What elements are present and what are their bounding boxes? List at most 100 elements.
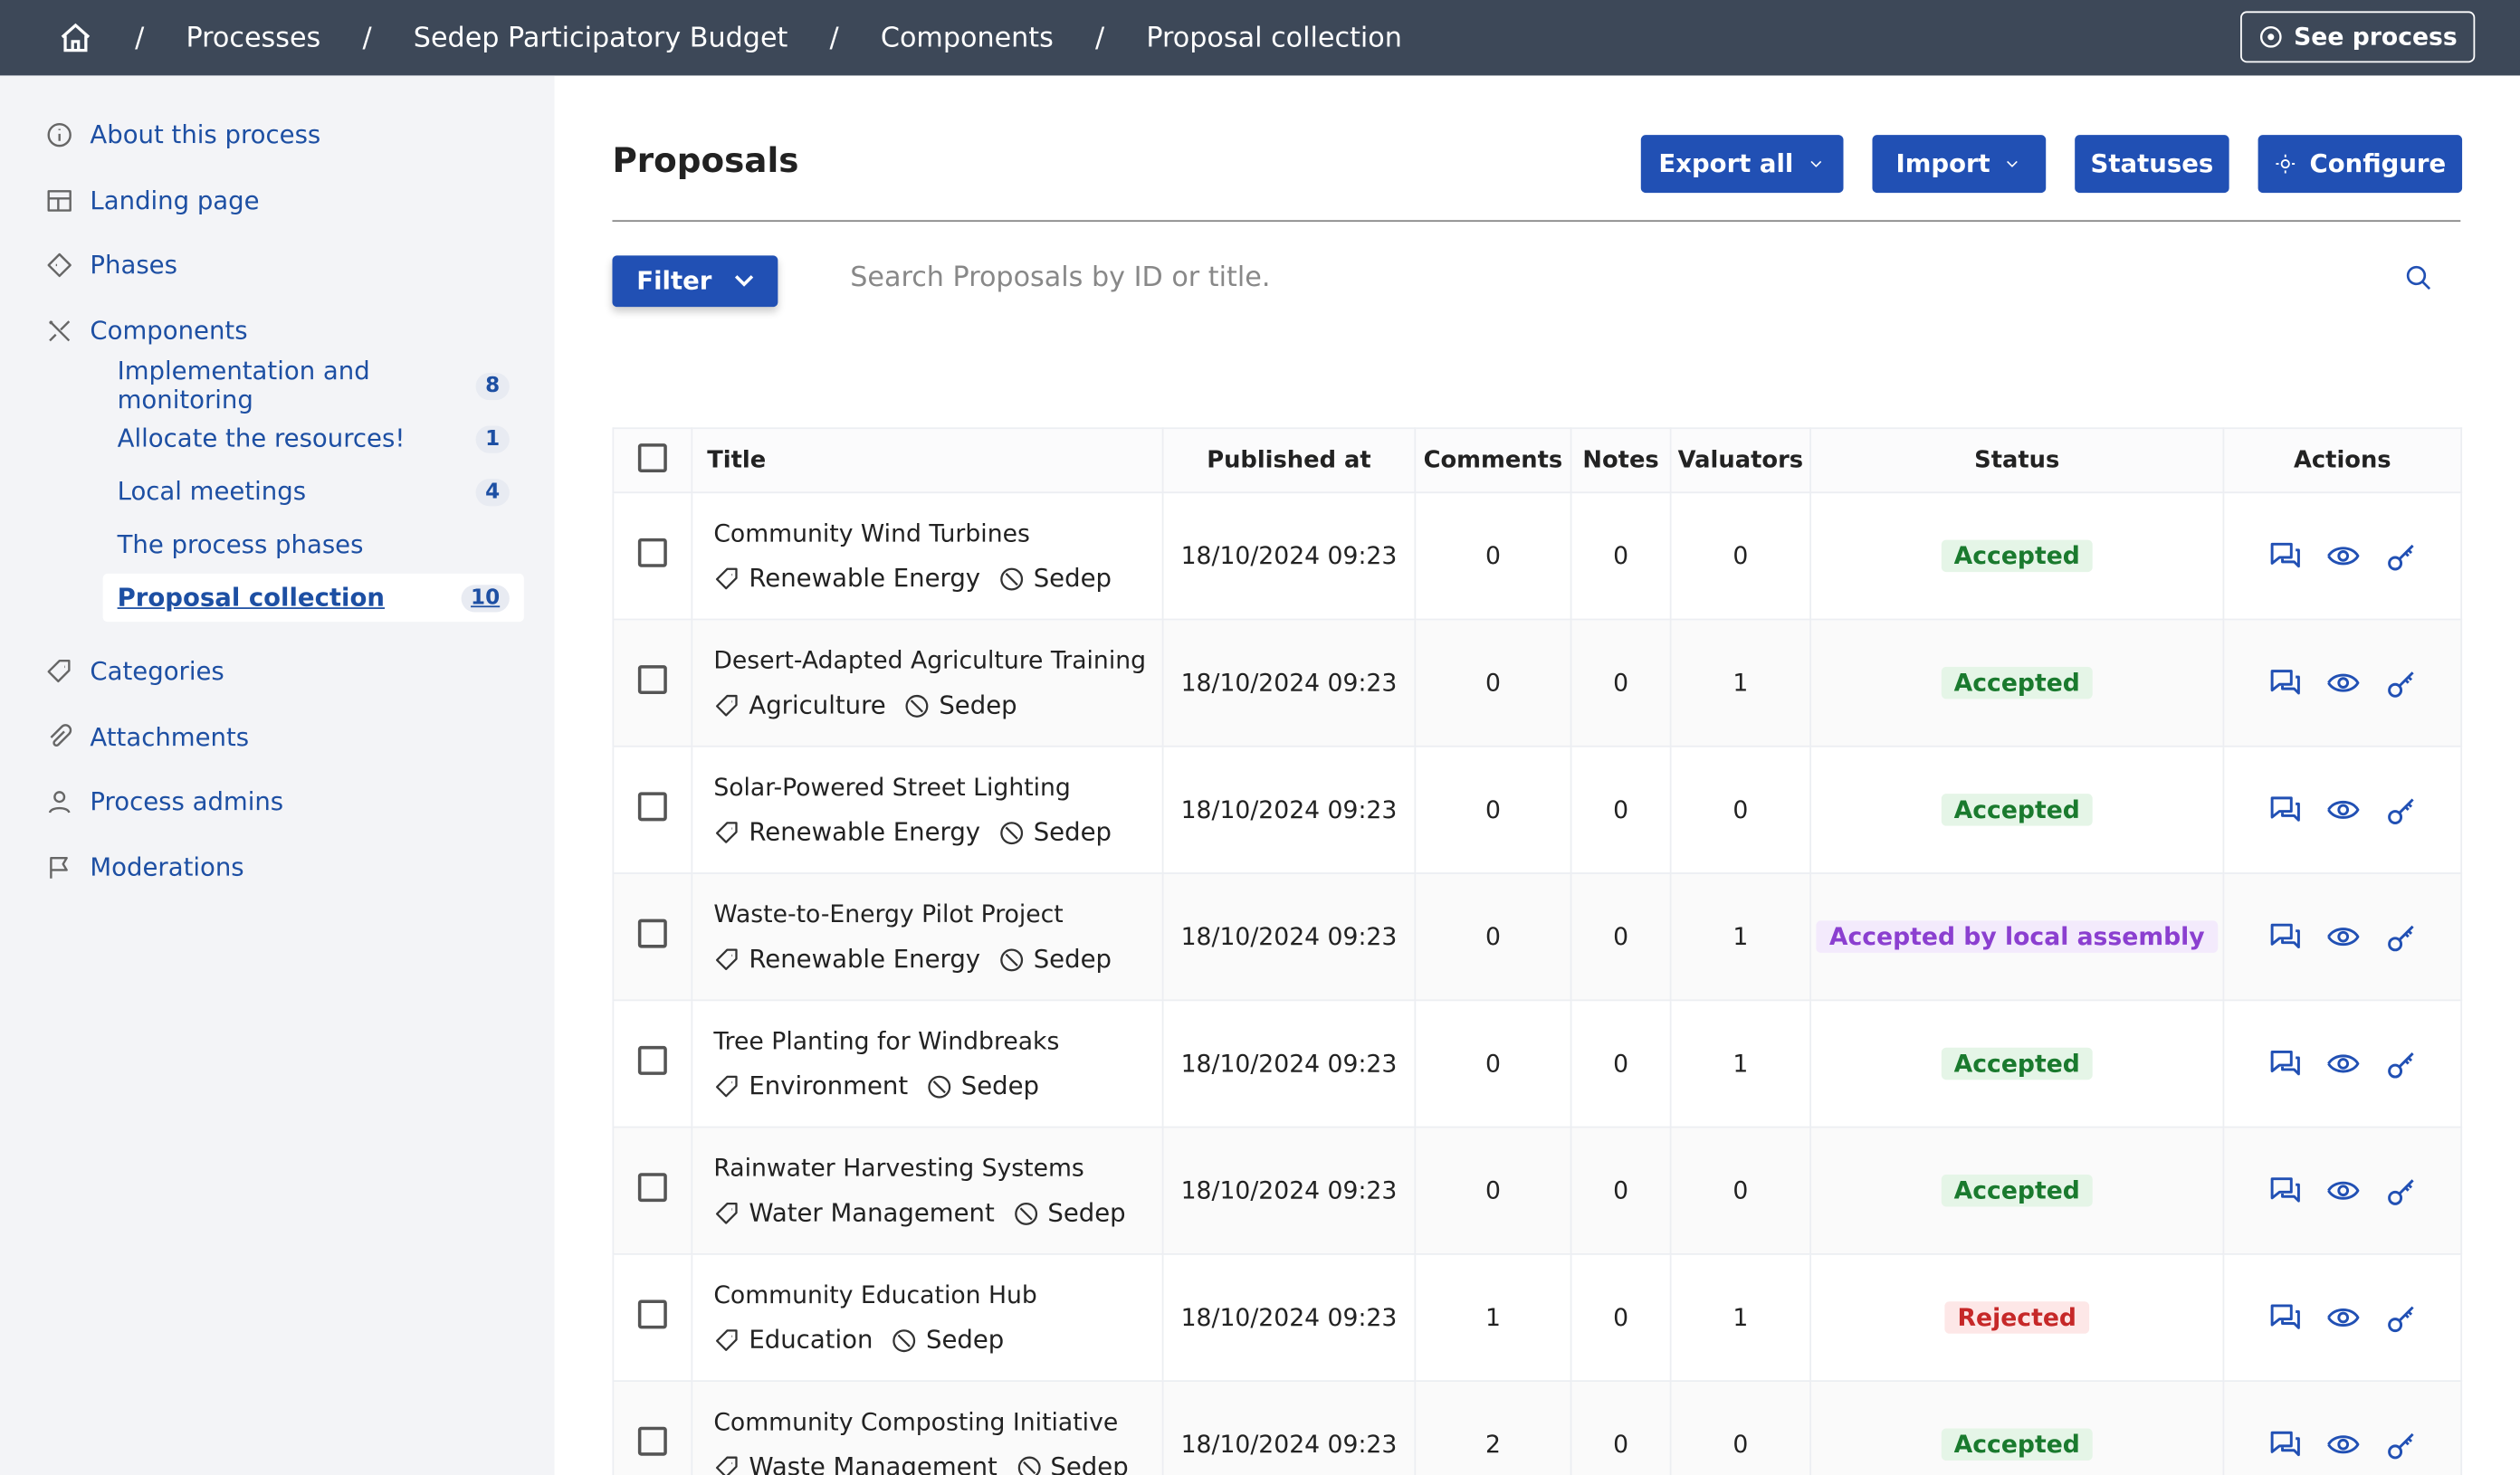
sidebar-subitem[interactable]: Local meetings4 bbox=[103, 468, 524, 516]
preview-action[interactable] bbox=[2324, 538, 2360, 574]
proposal-title[interactable]: Waste-to-Energy Pilot Project bbox=[713, 899, 1160, 928]
table-row: Tree Planting for WindbreaksEnvironmentS… bbox=[613, 1000, 2461, 1127]
sidebar-item[interactable]: Attachments bbox=[45, 722, 249, 751]
proposal-title[interactable]: Desert-Adapted Agriculture Training bbox=[713, 646, 1160, 675]
breadcrumb-item[interactable]: Proposal collection bbox=[1146, 22, 1402, 54]
preview-action[interactable] bbox=[2324, 1046, 2360, 1081]
scope: Sedep bbox=[1050, 1452, 1128, 1475]
sidebar-subitem[interactable]: The process phases bbox=[103, 520, 524, 568]
sidebar-label: Moderations bbox=[90, 852, 243, 881]
actions bbox=[2226, 665, 2458, 700]
category: Renewable Energy bbox=[749, 945, 980, 974]
column-header: Title bbox=[692, 428, 1162, 492]
row-select[interactable] bbox=[613, 1254, 692, 1381]
column-header: Actions bbox=[2223, 428, 2461, 492]
answer-action[interactable] bbox=[2267, 538, 2302, 574]
header-button[interactable]: Import bbox=[1872, 135, 2046, 193]
header-button[interactable]: Configure bbox=[2258, 135, 2462, 193]
see-process-button[interactable]: See process bbox=[2241, 11, 2476, 62]
actions bbox=[2226, 1427, 2458, 1462]
sidebar-item[interactable]: Categories bbox=[45, 657, 224, 686]
icon bbox=[713, 1072, 740, 1099]
notes-cell: 0 bbox=[1571, 873, 1671, 1000]
home-icon[interactable] bbox=[58, 20, 93, 55]
status-badge: Accepted by local assembly bbox=[1817, 920, 2218, 953]
row-select[interactable] bbox=[613, 873, 692, 1000]
sidebar-subitem[interactable]: Proposal collection10 bbox=[103, 574, 524, 622]
notes-cell: 0 bbox=[1571, 1381, 1671, 1475]
proposal-title[interactable]: Community Wind Turbines bbox=[713, 519, 1160, 548]
preview-action[interactable] bbox=[2324, 919, 2360, 955]
status-cell: Accepted by local assembly bbox=[1810, 873, 2223, 1000]
title-cell: Waste-to-Energy Pilot Project Renewable E… bbox=[692, 873, 1162, 1000]
sidebar-item[interactable]: Components bbox=[45, 316, 248, 345]
assign-action[interactable] bbox=[2382, 1427, 2418, 1462]
answer-action[interactable] bbox=[2267, 1427, 2302, 1462]
published-cell: 18/10/2024 09:23 bbox=[1163, 1000, 1416, 1127]
assign-action[interactable] bbox=[2382, 792, 2418, 827]
search-input[interactable]: Search Proposals by ID or title. bbox=[850, 262, 1270, 294]
sidebar-item[interactable]: Landing page bbox=[45, 186, 260, 214]
answer-action[interactable] bbox=[2267, 1046, 2302, 1081]
header-button[interactable]: Export all bbox=[1641, 135, 1844, 193]
proposal-title[interactable]: Community Education Hub bbox=[713, 1280, 1160, 1309]
breadcrumb-item[interactable]: Processes bbox=[186, 22, 320, 54]
valuators-cell: 0 bbox=[1671, 1128, 1810, 1254]
preview-action[interactable] bbox=[2324, 665, 2360, 700]
table-row: Community Education HubEducationSedep18/… bbox=[613, 1254, 2461, 1381]
icon bbox=[998, 819, 1026, 846]
search-icon[interactable] bbox=[2404, 263, 2433, 292]
icon bbox=[1807, 154, 1826, 173]
preview-action[interactable] bbox=[2324, 1427, 2360, 1462]
answer-action[interactable] bbox=[2267, 792, 2302, 827]
sidebar-item[interactable]: Phases bbox=[45, 251, 177, 280]
sidebar-item[interactable]: Process admins bbox=[45, 787, 283, 816]
proposal-title[interactable]: Solar-Powered Street Lighting bbox=[713, 773, 1160, 802]
row-select[interactable] bbox=[613, 1128, 692, 1254]
comments-cell: 0 bbox=[1415, 492, 1570, 619]
row-select[interactable] bbox=[613, 619, 692, 746]
sidebar-item[interactable]: Moderations bbox=[45, 852, 244, 881]
answer-action[interactable] bbox=[2267, 665, 2302, 700]
row-select[interactable] bbox=[613, 1381, 692, 1475]
sidebar-subitem[interactable]: Implementation and monitoring8 bbox=[103, 362, 524, 410]
header-button[interactable]: Statuses bbox=[2075, 135, 2229, 193]
table-row: Solar-Powered Street LightingRenewable E… bbox=[613, 747, 2461, 873]
proposal-title[interactable]: Community Composting Initiative bbox=[713, 1407, 1160, 1436]
row-select[interactable] bbox=[613, 1000, 692, 1127]
assign-action[interactable] bbox=[2382, 538, 2418, 574]
answer-action[interactable] bbox=[2267, 1173, 2302, 1208]
preview-action[interactable] bbox=[2324, 1173, 2360, 1208]
published-cell: 18/10/2024 09:23 bbox=[1163, 1128, 1416, 1254]
proposals-table: TitlePublished atCommentsNotesValuatorsS… bbox=[612, 427, 2462, 1475]
proposal-title[interactable]: Rainwater Harvesting Systems bbox=[713, 1154, 1160, 1183]
sidebar-subitem[interactable]: Allocate the resources!1 bbox=[103, 414, 524, 462]
assign-action[interactable] bbox=[2382, 1299, 2418, 1335]
preview-action[interactable] bbox=[2324, 1299, 2360, 1335]
status-badge: Rejected bbox=[1944, 1301, 2089, 1334]
assign-action[interactable] bbox=[2382, 919, 2418, 955]
assign-action[interactable] bbox=[2382, 665, 2418, 700]
select-all[interactable] bbox=[613, 428, 692, 492]
breadcrumb-item[interactable]: Sedep Participatory Budget bbox=[414, 22, 788, 54]
actions bbox=[2226, 919, 2458, 955]
assign-action[interactable] bbox=[2382, 1173, 2418, 1208]
header-row: TitlePublished atCommentsNotesValuatorsS… bbox=[613, 428, 2461, 492]
row-select[interactable] bbox=[613, 492, 692, 619]
actions-cell bbox=[2223, 1254, 2461, 1381]
answer-action[interactable] bbox=[2267, 919, 2302, 955]
answer-action[interactable] bbox=[2267, 1299, 2302, 1335]
sidebar-label: Components bbox=[90, 316, 247, 345]
assign-action[interactable] bbox=[2382, 1046, 2418, 1081]
comments-cell: 0 bbox=[1415, 1128, 1570, 1254]
sidebar-item[interactable]: About this process bbox=[45, 120, 321, 149]
filter-button[interactable]: Filter bbox=[612, 255, 778, 307]
row-select[interactable] bbox=[613, 747, 692, 873]
published-cell: 18/10/2024 09:23 bbox=[1163, 492, 1416, 619]
icon bbox=[2274, 153, 2296, 176]
proposal-title[interactable]: Tree Planting for Windbreaks bbox=[713, 1027, 1160, 1056]
preview-action[interactable] bbox=[2324, 792, 2360, 827]
breadcrumb-item[interactable]: Components bbox=[881, 22, 1054, 54]
comments-cell: 0 bbox=[1415, 747, 1570, 873]
